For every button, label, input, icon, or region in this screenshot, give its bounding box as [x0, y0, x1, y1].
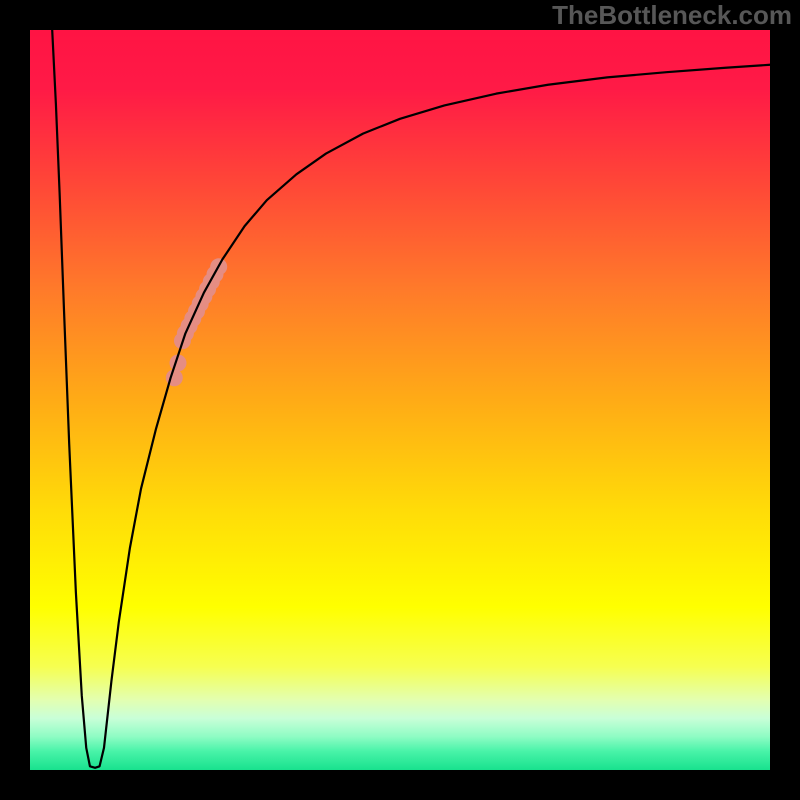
plot-area	[30, 30, 770, 770]
bottleneck-curve	[52, 30, 770, 768]
curve-layer	[30, 30, 770, 770]
watermark-text: TheBottleneck.com	[552, 0, 792, 31]
chart-frame: TheBottleneck.com	[0, 0, 800, 800]
